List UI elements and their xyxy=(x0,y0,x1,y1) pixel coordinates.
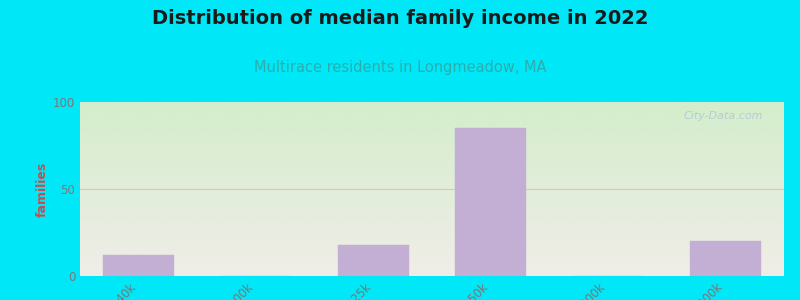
Bar xyxy=(455,128,526,276)
Text: City-Data.com: City-Data.com xyxy=(683,111,763,121)
Y-axis label: families: families xyxy=(36,161,49,217)
Text: Distribution of median family income in 2022: Distribution of median family income in … xyxy=(152,9,648,28)
Bar xyxy=(338,245,409,276)
Text: Multirace residents in Longmeadow, MA: Multirace residents in Longmeadow, MA xyxy=(254,60,546,75)
Bar xyxy=(690,241,761,276)
Bar xyxy=(103,255,174,276)
